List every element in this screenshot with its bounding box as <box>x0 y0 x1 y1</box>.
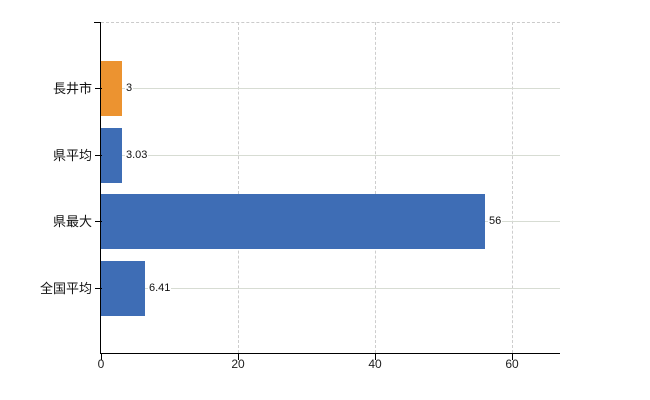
bar-value-label: 3.03 <box>125 148 149 163</box>
vertical-gridline <box>238 22 239 353</box>
x-axis-tick <box>238 354 239 360</box>
category-tick <box>95 88 102 89</box>
x-axis-tick <box>101 354 102 360</box>
category-tick <box>95 221 102 222</box>
y-axis-top-tick <box>94 22 101 23</box>
chart-row: 県最大 56 <box>0 194 650 249</box>
bar-prefecture-average[interactable] <box>101 128 122 183</box>
chart-row: 県平均 3.03 <box>0 128 650 183</box>
x-tick-label: 0 <box>97 357 105 371</box>
x-axis-tick <box>375 354 376 360</box>
category-tick <box>95 155 102 156</box>
bar-value-label: 6.41 <box>148 281 172 296</box>
row-gridline <box>101 88 560 89</box>
category-label: 県平均 <box>52 148 92 163</box>
bar-value-label: 56 <box>488 214 503 229</box>
category-label: 県最大 <box>52 214 92 229</box>
bar-prefecture-max[interactable] <box>101 194 485 249</box>
chart-row: 全国平均 6.41 <box>0 261 650 316</box>
vertical-gridline <box>512 22 513 353</box>
plot-top-border <box>101 22 560 23</box>
vertical-gridline <box>375 22 376 353</box>
bar-value-label: 3 <box>125 81 134 96</box>
x-tick-label: 20 <box>231 357 245 371</box>
x-tick-label: 60 <box>505 357 519 371</box>
category-label: 長井市 <box>52 81 92 96</box>
y-axis-line <box>100 22 101 354</box>
x-axis-tick <box>512 354 513 360</box>
bar-nagai-city[interactable] <box>101 61 122 116</box>
chart-row: 長井市 3 <box>0 61 650 116</box>
bar-national-average[interactable] <box>101 261 145 316</box>
row-gridline <box>101 288 560 289</box>
row-gridline <box>101 155 560 156</box>
x-axis-line <box>100 353 560 354</box>
category-label: 全国平均 <box>39 281 92 296</box>
category-tick <box>95 288 102 289</box>
x-tick-label: 40 <box>368 357 382 371</box>
